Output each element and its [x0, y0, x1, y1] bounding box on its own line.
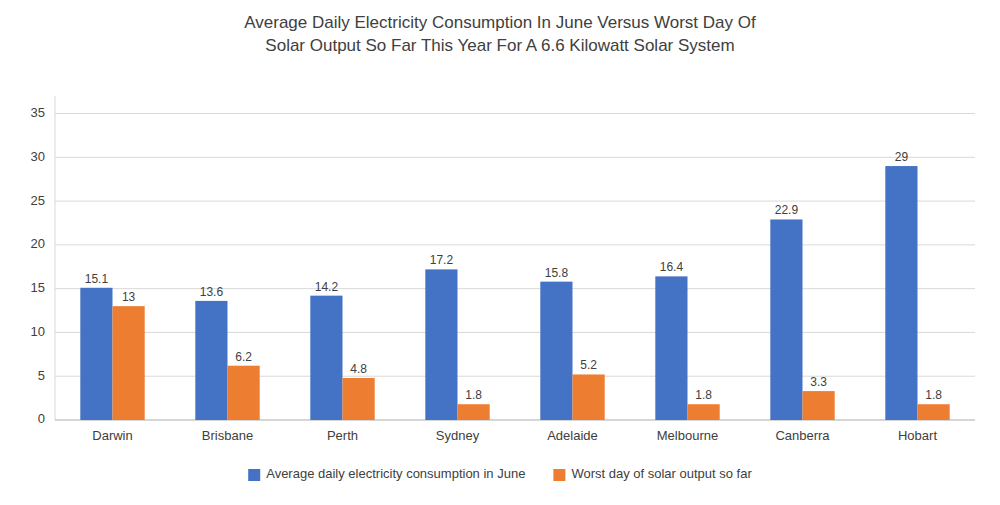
data-label: 6.2 [235, 350, 252, 364]
y-tick-label: 5 [38, 368, 45, 383]
data-label: 1.8 [695, 388, 712, 402]
grid [55, 114, 975, 420]
data-label: 17.2 [430, 253, 454, 267]
bars [80, 166, 949, 420]
bar [458, 404, 490, 420]
grid-line [55, 420, 975, 421]
data-label: 3.3 [810, 375, 827, 389]
legend: Average daily electricity consumption in… [248, 466, 752, 481]
y-axis-line [55, 96, 56, 420]
bar [80, 288, 112, 420]
bar [885, 166, 917, 420]
bar [655, 276, 687, 420]
title-line: Solar Output So Far This Year For A 6.6 … [265, 36, 734, 55]
bar [228, 366, 260, 420]
bar [770, 219, 802, 420]
data-label: 16.4 [660, 260, 684, 274]
bar [540, 282, 572, 420]
bar [425, 269, 457, 420]
grid-line [55, 244, 975, 245]
legend-swatch [553, 469, 565, 481]
grid-line [55, 201, 975, 202]
bar [688, 404, 720, 420]
x-tick-label: Melbourne [657, 428, 718, 443]
data-labels: 15.1 13.6 14.2 17.2 15.8 16.4 22.9 29 13 6.2 4.8 1.… [85, 150, 943, 402]
data-label: 1.8 [465, 388, 482, 402]
y-tick-label: 25 [31, 193, 45, 208]
legend-item: Average daily electricity consumption in… [248, 466, 525, 481]
data-label: 1.8 [925, 388, 942, 402]
bar [195, 301, 227, 420]
data-label: 14.2 [315, 280, 339, 294]
bar [803, 391, 835, 420]
legend-label: Worst day of solar output so far [571, 466, 752, 481]
legend-swatch [248, 469, 260, 481]
bar [343, 378, 375, 420]
data-label: 29 [895, 150, 909, 164]
data-label: 22.9 [775, 203, 799, 217]
y-tick-label: 10 [31, 324, 45, 339]
data-label: 15.1 [85, 272, 109, 286]
x-tick-label: Perth [327, 428, 358, 443]
y-tick-label: 20 [31, 236, 45, 251]
x-tick-label: Canberra [775, 428, 830, 443]
x-axis-line [55, 420, 975, 421]
x-tick-label: Brisbane [202, 428, 253, 443]
y-tick-label: 0 [38, 411, 45, 426]
grid-line [55, 332, 975, 333]
data-label: 4.8 [350, 362, 367, 376]
chart-container: Average Daily Electricity Consumption In… [0, 0, 1000, 505]
y-tick-label: 30 [31, 149, 45, 164]
y-tick-label: 35 [31, 105, 45, 120]
x-tick-label: Hobart [898, 428, 937, 443]
y-tick-label: 15 [31, 280, 45, 295]
bar [918, 404, 950, 420]
legend-item: Worst day of solar output so far [553, 466, 752, 481]
background [0, 0, 1000, 505]
data-label: 13 [122, 290, 136, 304]
bar [113, 306, 145, 420]
x-tick-label: Darwin [92, 428, 132, 443]
legend-label: Average daily electricity consumption in… [266, 466, 525, 481]
data-label: 13.6 [200, 285, 224, 299]
data-label: 5.2 [580, 358, 597, 372]
grid-line [55, 288, 975, 289]
bar [310, 296, 342, 420]
title: Average Daily Electricity Consumption In… [244, 13, 756, 55]
title-line: Average Daily Electricity Consumption In… [244, 13, 756, 32]
x-tick-label: Sydney [436, 428, 480, 443]
grid-line [55, 376, 975, 377]
data-label: 15.8 [545, 266, 569, 280]
x-tick-label: Adelaide [547, 428, 598, 443]
chart-svg: Average Daily Electricity Consumption In… [0, 0, 1000, 505]
grid-line [55, 157, 975, 158]
grid-line [55, 113, 975, 114]
bar [573, 374, 605, 420]
